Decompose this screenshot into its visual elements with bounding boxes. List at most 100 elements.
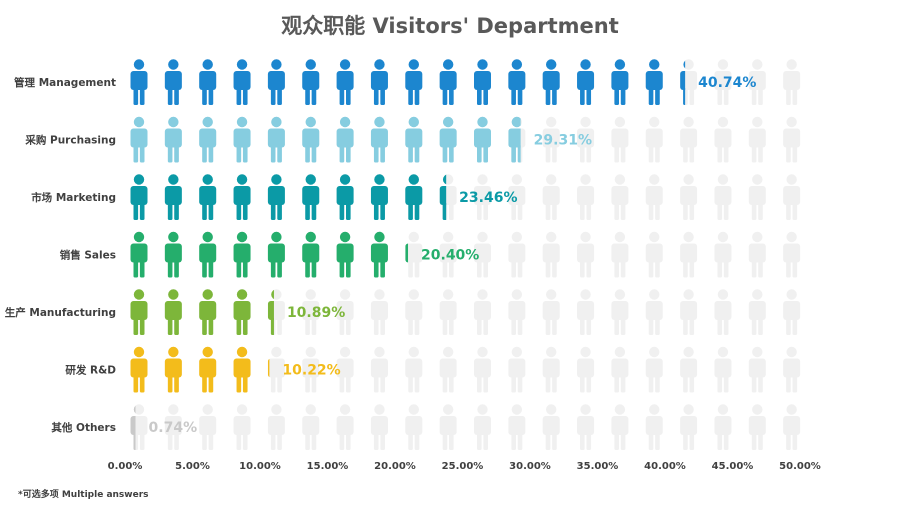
value-label: 10.89% (287, 305, 345, 321)
category-label: 生产 Manufacturing (5, 306, 116, 319)
empty-person-icon (748, 174, 766, 220)
filled-person-icon (199, 174, 217, 220)
empty-person-icon (748, 404, 766, 450)
filled-person-icon (439, 116, 457, 163)
filled-person-icon (233, 59, 251, 105)
filled-person-icon (302, 174, 320, 220)
filled-person-icon (267, 358, 270, 378)
empty-person-icon (714, 116, 732, 163)
empty-person-icon (645, 231, 663, 278)
category-label: 市场 Marketing (31, 191, 116, 204)
empty-person-icon (508, 346, 526, 393)
filled-person-icon (130, 59, 148, 105)
chart-title: 观众职能 Visitors' Department (281, 14, 619, 38)
category-label: 其他 Others (51, 421, 116, 434)
filled-person-icon (233, 116, 251, 163)
category-label: 管理 Management (14, 76, 116, 89)
filled-person-icon (267, 289, 274, 335)
filled-person-icon (164, 174, 182, 220)
empty-person-icon (577, 404, 595, 450)
filled-person-icon (370, 231, 388, 278)
filled-person-icon (680, 60, 686, 105)
x-tick-label: 25.00% (442, 461, 484, 472)
empty-person-icon (645, 404, 663, 450)
footnote: *可选多项 Multiple answers (18, 490, 149, 500)
x-tick-label: 0.00% (108, 461, 143, 472)
filled-person-icon (130, 231, 148, 278)
filled-person-icon (336, 231, 354, 278)
empty-person-icon (336, 404, 354, 450)
filled-person-icon (611, 59, 629, 105)
empty-person-icon (748, 59, 766, 105)
empty-person-icon (783, 404, 801, 450)
filled-person-icon (233, 346, 251, 393)
filled-person-icon (164, 116, 182, 163)
empty-person-icon (680, 346, 698, 393)
filled-person-icon (130, 405, 136, 450)
empty-person-icon (714, 174, 732, 220)
empty-person-icon (405, 404, 423, 450)
value-label: 20.40% (421, 248, 479, 264)
value-label: 40.74% (698, 75, 756, 91)
filled-person-icon (370, 59, 388, 105)
empty-person-icon (714, 346, 732, 393)
empty-person-icon (405, 231, 423, 278)
empty-person-icon (577, 289, 595, 335)
filled-person-icon (199, 346, 217, 393)
empty-person-icon (474, 289, 491, 335)
x-tick-label: 35.00% (577, 461, 619, 472)
empty-person-icon (508, 231, 526, 278)
filled-person-icon (199, 59, 217, 105)
filled-person-icon (405, 116, 423, 163)
filled-person-icon (233, 289, 251, 335)
filled-person-icon (267, 116, 285, 163)
empty-person-icon (439, 346, 457, 393)
filled-person-icon (302, 59, 320, 105)
filled-person-icon (267, 231, 285, 278)
filled-person-icon (199, 231, 217, 278)
x-tick-label: 45.00% (712, 461, 754, 472)
filled-person-icon (164, 59, 182, 105)
empty-person-icon (783, 116, 801, 163)
empty-person-icon (336, 346, 354, 393)
empty-person-icon (748, 231, 766, 278)
empty-person-icon (474, 404, 491, 450)
x-tick-label: 5.00% (175, 461, 210, 472)
filled-person-icon (164, 289, 182, 335)
empty-person-icon (577, 174, 595, 220)
empty-person-icon (783, 289, 801, 335)
filled-person-icon (130, 289, 148, 335)
empty-person-icon (439, 231, 457, 278)
empty-person-icon (542, 231, 560, 278)
empty-person-icon (783, 174, 801, 220)
empty-person-icon (611, 404, 629, 450)
empty-person-icon (611, 116, 629, 163)
empty-person-icon (611, 289, 629, 335)
empty-person-icon (439, 289, 457, 335)
empty-person-icon (577, 116, 595, 163)
empty-person-icon (542, 346, 560, 393)
empty-person-icon (645, 116, 663, 163)
filled-person-icon (233, 231, 251, 278)
empty-person-icon (645, 346, 663, 393)
filled-person-icon (405, 243, 409, 263)
filled-person-icon (370, 174, 388, 220)
filled-person-icon (405, 59, 423, 105)
empty-person-icon (783, 346, 801, 393)
empty-person-icon (783, 231, 801, 278)
empty-person-icon (714, 59, 732, 105)
empty-person-icon (680, 231, 698, 278)
empty-person-icon (233, 404, 251, 450)
filled-person-icon (439, 59, 457, 105)
filled-person-icon (474, 59, 491, 105)
empty-person-icon (199, 404, 217, 450)
empty-person-icon (714, 404, 732, 450)
empty-person-icon (680, 404, 698, 450)
filled-person-icon (508, 116, 521, 163)
filled-person-icon (199, 289, 217, 335)
empty-person-icon (370, 404, 388, 450)
filled-person-icon (164, 231, 182, 278)
value-label: 29.31% (534, 133, 592, 149)
